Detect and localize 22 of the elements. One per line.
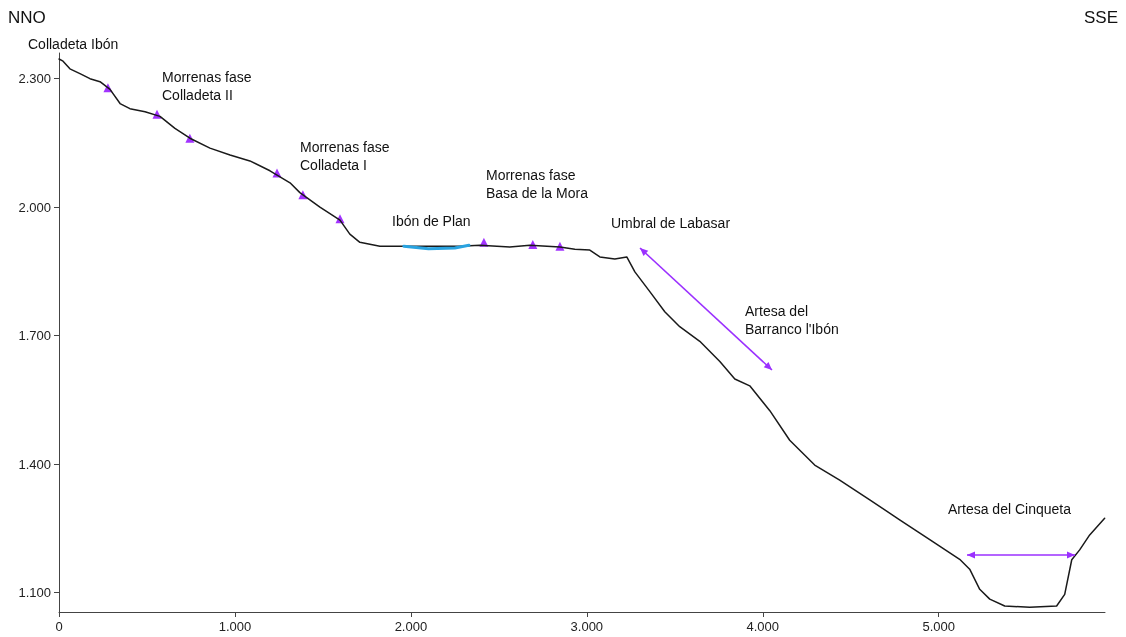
text: NNO — [8, 7, 46, 27]
y-tick-label: 1.700 — [18, 328, 51, 344]
text: SSE — [1083, 7, 1119, 27]
annotation: Umbral de Labasar — [611, 215, 731, 231]
x-tick-label: 2.000 — [394, 619, 428, 634]
y-tick-label: 2.000 — [18, 199, 51, 215]
annotation: Artesa del Barranco l'Ibón — [745, 303, 839, 337]
annotation: Ibón de Plan — [392, 213, 471, 229]
annotation: Morrenas fase Colladeta I — [300, 139, 390, 173]
y-tick-label: 1.100 — [18, 585, 51, 601]
y-tick-label: 1.400 — [18, 456, 51, 472]
y-tick-label: 2.300 — [18, 71, 51, 87]
annotation: Artesa del Cinqueta — [948, 501, 1072, 517]
x-tick-label: 1.000 — [218, 619, 252, 634]
annotation: Morrenas fase Colladeta II — [162, 69, 252, 103]
line-series — [58, 58, 1106, 609]
x-tick-label: 5.000 — [922, 619, 955, 634]
text: Colladeta Ibón — [28, 36, 119, 52]
annotation: Morrenas fase Basa de la Mora — [486, 167, 589, 201]
x-tick-label: 0 — [55, 619, 63, 634]
x-tick-label: 3.000 — [570, 619, 604, 634]
x-tick-label: 4.000 — [746, 619, 780, 634]
